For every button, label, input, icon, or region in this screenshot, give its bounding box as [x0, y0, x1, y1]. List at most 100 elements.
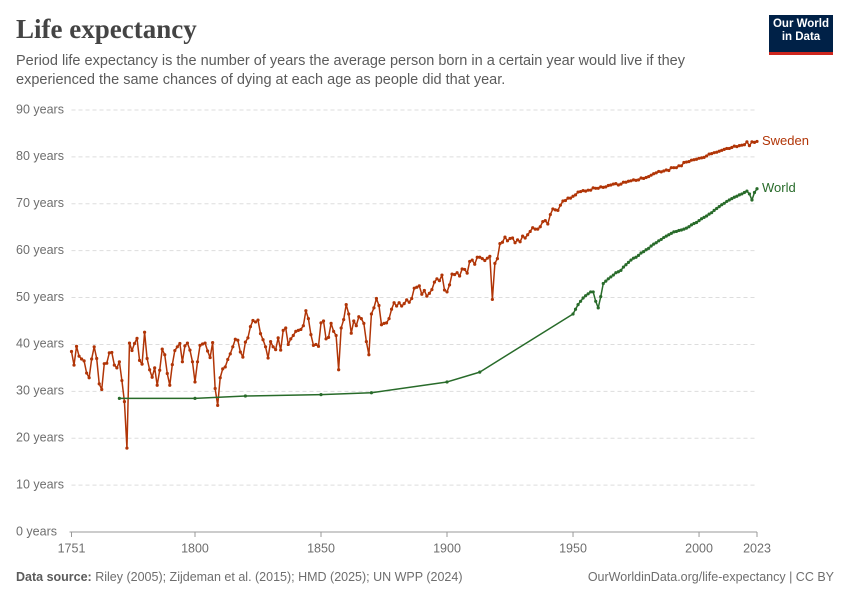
data-point — [664, 234, 668, 238]
data-point — [132, 341, 137, 346]
data-point — [127, 341, 132, 345]
data-point — [190, 360, 195, 364]
data-point — [334, 333, 338, 338]
data-point — [291, 333, 295, 338]
data-point — [473, 262, 477, 266]
data-point — [697, 219, 701, 223]
data-point — [722, 147, 726, 151]
data-point — [682, 160, 686, 165]
data-point — [347, 312, 351, 316]
data-point — [606, 183, 610, 188]
data-point — [624, 180, 628, 184]
series-label: Sweden — [762, 133, 809, 148]
y-tick-label: 70 years — [16, 196, 64, 210]
data-point — [188, 348, 192, 352]
footer-link[interactable]: OurWorldinData.org/life-expectancy | CC … — [587, 570, 834, 584]
data-point — [659, 237, 663, 242]
data-point — [694, 220, 699, 225]
y-tick-label: 80 years — [16, 149, 64, 163]
data-point — [445, 380, 449, 384]
data-point — [601, 185, 605, 189]
logo[interactable]: Our World in Data — [769, 15, 833, 55]
data-point — [707, 212, 711, 216]
data-point — [158, 368, 162, 372]
data-point — [216, 403, 220, 407]
data-point — [281, 328, 285, 332]
data-point — [268, 340, 273, 344]
data-point — [402, 302, 406, 306]
y-tick-label: 90 years — [16, 102, 64, 116]
data-point — [679, 164, 683, 168]
data-point — [573, 193, 578, 197]
data-point — [309, 332, 313, 337]
data-point — [687, 225, 691, 229]
data-point — [594, 299, 598, 303]
data-point — [372, 306, 376, 310]
data-point — [702, 155, 706, 159]
data-point — [624, 263, 628, 267]
data-point — [641, 176, 646, 181]
data-point — [712, 151, 716, 155]
x-tick-label: 1950 — [559, 541, 587, 555]
data-point — [596, 186, 600, 190]
data-point — [286, 342, 290, 347]
data-point — [276, 336, 280, 340]
data-point — [271, 345, 275, 349]
data-point — [306, 317, 311, 321]
data-point — [208, 355, 212, 360]
data-point — [644, 248, 648, 252]
data-point — [263, 345, 268, 349]
data-point — [699, 217, 704, 221]
data-point — [621, 265, 626, 269]
data-point — [79, 357, 84, 361]
data-point — [578, 299, 583, 303]
data-point — [150, 375, 154, 379]
data-point — [735, 194, 739, 198]
data-point — [518, 240, 522, 244]
data-point — [727, 198, 731, 202]
data-point — [604, 185, 608, 189]
data-point — [717, 204, 721, 209]
data-point — [735, 144, 739, 149]
data-point — [561, 199, 565, 203]
data-point — [500, 240, 505, 244]
data-point — [359, 317, 363, 321]
data-point — [629, 258, 633, 262]
data-point — [233, 337, 237, 341]
data-point — [750, 198, 754, 202]
data-point — [112, 363, 116, 367]
data-point — [165, 371, 169, 376]
data-point — [142, 330, 147, 334]
data-point — [344, 302, 348, 307]
data-point — [395, 304, 399, 308]
data-point — [377, 303, 381, 308]
data-point — [241, 355, 245, 359]
data-point — [175, 345, 179, 349]
data-point — [495, 257, 500, 261]
data-point — [120, 378, 124, 383]
data-point — [92, 345, 96, 349]
data-point — [626, 260, 631, 264]
data-point — [407, 300, 411, 304]
data-point — [571, 194, 575, 198]
data-point — [238, 350, 242, 354]
data-point — [321, 319, 326, 323]
data-point — [326, 335, 331, 340]
data-point — [715, 150, 719, 154]
data-point — [193, 380, 197, 384]
data-point — [415, 285, 419, 289]
data-point — [631, 256, 636, 260]
data-point — [221, 367, 225, 371]
data-point — [611, 182, 615, 186]
data-point — [387, 317, 391, 321]
data-point — [667, 233, 671, 237]
data-point — [732, 195, 736, 199]
data-point — [639, 251, 643, 255]
data-point — [422, 288, 426, 293]
data-point — [742, 190, 746, 195]
y-tick-label: 50 years — [16, 290, 64, 304]
data-point — [667, 168, 671, 173]
data-point — [301, 324, 305, 328]
series-label: World — [762, 180, 796, 195]
data-point — [296, 328, 300, 332]
